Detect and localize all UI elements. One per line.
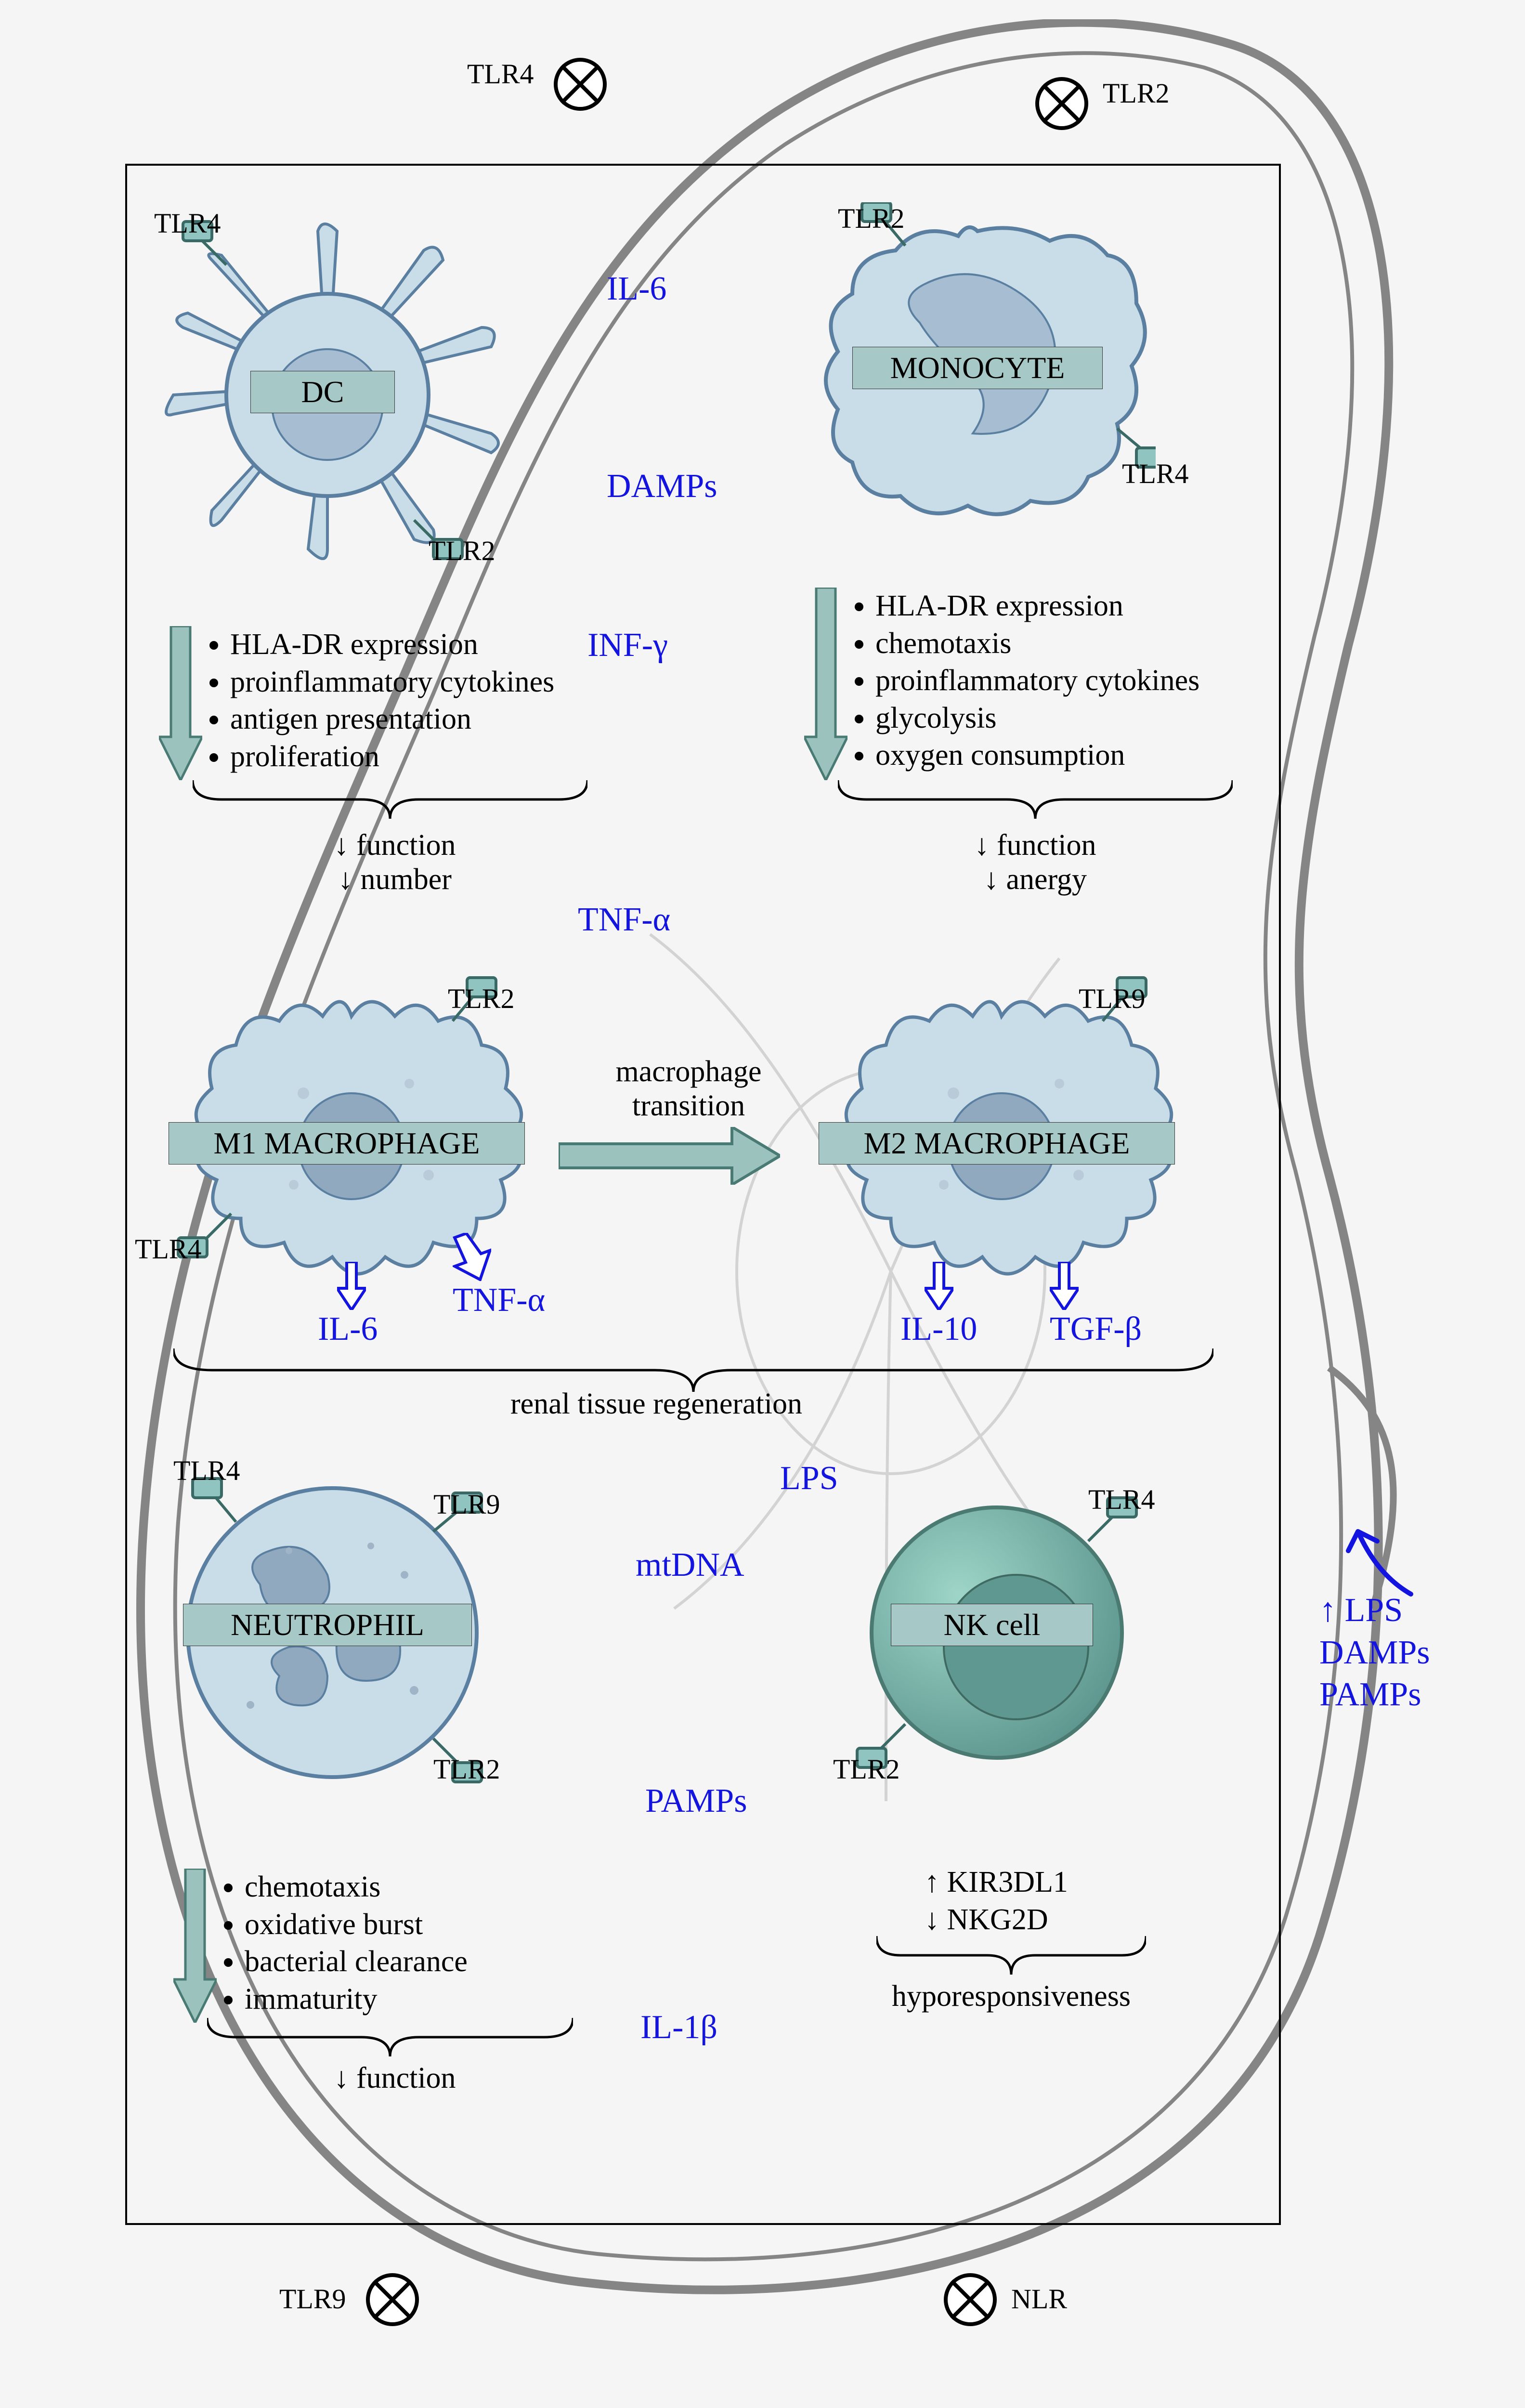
diagram-root: TLR4 TLR2 TLR9 NLR TLR4 [0, 0, 1525, 2408]
nk-outcome-0: hyporesponsiveness [876, 1979, 1146, 2014]
neutrophil-tlr9-label: TLR9 [433, 1488, 500, 1520]
macrophage-brace [173, 1348, 1213, 1392]
nk-outcome: hyporesponsiveness [876, 1979, 1146, 2014]
m1-tnfa-arrow [453, 1233, 491, 1281]
m1-il6-label: IL-6 [318, 1310, 378, 1348]
side-signal-arrow [1339, 1493, 1416, 1599]
dc-outcome-1: ↓ number [274, 863, 515, 897]
dc-bullets: HLA-DR expression proinflammatory cytoki… [212, 626, 554, 775]
dc-tlr4-label: TLR4 [154, 207, 221, 239]
signal-mtdna: mtDNA [636, 1546, 744, 1584]
neutrophil-bullet-0: chemotaxis [245, 1869, 468, 1906]
neutrophil-bullet-1: oxidative burst [245, 1906, 468, 1944]
monocyte-tlr2-label: TLR2 [838, 202, 905, 235]
nk-tlr4-label: TLR4 [1088, 1483, 1155, 1516]
m2-tgfb-arrow [1050, 1262, 1079, 1310]
side-signal-2: PAMPs [1319, 1674, 1430, 1716]
dc-outcome: ↓ function ↓ number [274, 828, 515, 897]
nk-name-band: NK cell [891, 1604, 1093, 1646]
monocyte-outcome-0: ↓ function [929, 828, 1141, 863]
monocyte-outcome: ↓ function ↓ anergy [929, 828, 1141, 897]
neutrophil-name-band: NEUTROPHIL [183, 1604, 472, 1646]
neutrophil-tlr4-label: TLR4 [173, 1454, 240, 1487]
monocyte-bullet-3: glycolysis [875, 700, 1199, 737]
nk-changes: ↑ KIR3DL1 ↓ NKG2D [925, 1864, 1068, 1938]
nk-change-0: ↑ KIR3DL1 [925, 1864, 1068, 1901]
dc-bullet-0: HLA-DR expression [230, 626, 554, 664]
m1-tlr4-label: TLR4 [135, 1233, 202, 1265]
signal-il6: IL-6 [607, 270, 666, 308]
dc-bullet-3: proliferation [230, 738, 554, 776]
m1-tlr2-label: TLR2 [448, 982, 515, 1015]
monocyte-name-band: MONOCYTE [852, 347, 1103, 389]
outer-receptor-tlr9-bottom-label: TLR9 [279, 2283, 346, 2315]
m2-tgfb-label: TGF-β [1050, 1310, 1142, 1348]
monocyte-outcome-1: ↓ anergy [929, 863, 1141, 897]
side-signal-labels: ↑ LPS DAMPs PAMPs [1319, 1589, 1430, 1716]
neutrophil-bullet-2: bacterial clearance [245, 1943, 468, 1981]
macrophage-transition-label: macrophage transition [578, 1055, 799, 1123]
signal-infg: INF-γ [587, 626, 668, 665]
monocyte-bullet-0: HLA-DR expression [875, 588, 1199, 625]
outer-receptor-nlr-bottom-label: NLR [1011, 2283, 1067, 2315]
outer-receptor-tlr4-top-label: TLR4 [467, 58, 534, 90]
side-signal-0: ↑ LPS [1319, 1589, 1430, 1632]
monocyte-bullet-1: chemotaxis [875, 625, 1199, 663]
neutrophil-outcome: ↓ function [299, 2061, 491, 2095]
monocyte-bullets: HLA-DR expression chemotaxis proinflamma… [857, 588, 1199, 774]
monocyte-tlr4-label: TLR4 [1122, 458, 1189, 490]
m2-tlr9-label: TLR9 [1079, 982, 1146, 1015]
nk-tlr2-label: TLR2 [833, 1753, 900, 1785]
dc-bullet-1: proinflammatory cytokines [230, 664, 554, 701]
dc-tlr2-label: TLR2 [429, 535, 495, 567]
neutrophil-bullets: chemotaxis oxidative burst bacterial cle… [226, 1869, 468, 2018]
outer-receptor-tlr4-top [554, 58, 607, 111]
m2-il10-label: IL-10 [900, 1310, 977, 1348]
signal-pamps: PAMPs [645, 1782, 747, 1820]
outer-receptor-tlr2-top-label: TLR2 [1103, 77, 1170, 109]
outer-receptor-tlr9-bottom [366, 2273, 419, 2326]
neutrophil-brace [207, 2018, 573, 2056]
monocyte-bullet-2: proinflammatory cytokines [875, 662, 1199, 700]
m1-name-band: M1 MACROPHAGE [169, 1122, 525, 1165]
neutrophil-outcome-0: ↓ function [299, 2061, 491, 2095]
m1-il6-arrow [337, 1262, 366, 1310]
dc-down-arrow [159, 626, 202, 780]
nk-change-1: ↓ NKG2D [925, 1901, 1068, 1939]
macrophage-caption: renal tissue regeneration [510, 1387, 802, 1421]
dc-outcome-0: ↓ function [274, 828, 515, 863]
neutrophil-bullet-3: immaturity [245, 1981, 468, 2018]
signal-damps: DAMPs [607, 467, 717, 506]
nk-brace [876, 1936, 1146, 1975]
monocyte-brace [838, 780, 1233, 819]
m2-name-band: M2 MACROPHAGE [819, 1122, 1175, 1165]
dc-brace [193, 780, 587, 819]
monocyte-down-arrow [804, 588, 847, 780]
outer-receptor-nlr-bottom [944, 2273, 997, 2326]
monocyte-bullet-4: oxygen consumption [875, 737, 1199, 774]
m2-il10-arrow [925, 1262, 953, 1310]
dc-name-band: DC [250, 371, 395, 413]
signal-tnfa: TNF-α [578, 901, 670, 939]
m1-tnfa-label: TNF-α [453, 1281, 545, 1320]
outer-receptor-tlr2-top [1035, 77, 1088, 130]
macrophage-transition-arrow [559, 1127, 780, 1185]
signal-il1b: IL-1β [640, 2008, 717, 2047]
neutrophil-down-arrow [173, 1869, 217, 2023]
neutrophil-tlr2-label: TLR2 [433, 1753, 500, 1785]
side-signal-1: DAMPs [1319, 1632, 1430, 1674]
dc-bullet-2: antigen presentation [230, 701, 554, 738]
signal-lps: LPS [780, 1459, 838, 1498]
